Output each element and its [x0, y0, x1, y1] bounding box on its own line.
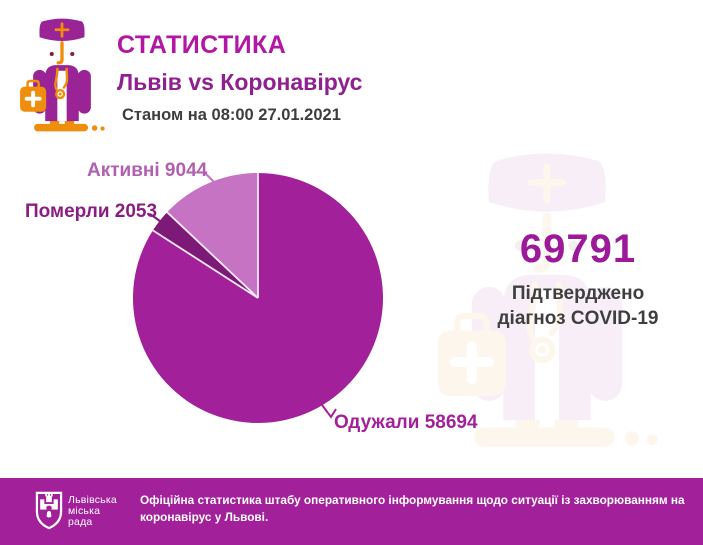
pie-slice-deaths — [152, 212, 258, 298]
page-subtitle: Львів vs Коронавірус — [117, 69, 363, 95]
page-title: СТАТИСТИКА — [117, 31, 287, 59]
doctor-icon — [14, 13, 110, 136]
confirmed-caption-line1: Підтверджено — [511, 283, 645, 304]
footer-disclaimer-line2: коронавірус у Львові. — [140, 510, 269, 524]
pie-label-active: Активні 9044 — [87, 160, 208, 181]
lviv-coat-of-arms-icon — [35, 491, 63, 530]
org-name-line1: Львівська — [68, 494, 117, 506]
confirmed-caption-line2: діагноз COVID-19 — [497, 308, 659, 330]
pie-slice-separator — [152, 229, 259, 299]
org-name-line3: рада — [68, 515, 93, 528]
footer-disclaimer-line1: Офіційна статистика штабу оперативного і… — [140, 493, 685, 507]
pie-label-deaths: Померли 2053 — [25, 201, 158, 222]
pie-slice-separator — [166, 211, 259, 299]
as-of-timestamp: Станом на 08:00 27.01.2021 — [122, 106, 341, 124]
pie-label-recovered: Одужали 58694 — [334, 412, 478, 433]
org-name-line2: міська — [68, 504, 101, 517]
pie-chart — [132, 173, 383, 423]
pie-slice-active — [167, 173, 258, 298]
confirmed-caption: Підтверджено діагноз COVID-19 — [458, 281, 698, 331]
confirmed-total: 69791 — [519, 227, 637, 271]
confirmed-block: 69791 Підтверджено діагноз COVID-19 — [458, 227, 698, 331]
header: СТАТИСТИКА Львів vs Коронавірус Станом н… — [117, 31, 362, 125]
org-name: Львівська міська рада — [68, 495, 117, 527]
footer-disclaimer: Офіційна статистика штабу оперативного і… — [140, 492, 685, 526]
footer-bar: Львівська міська рада Офіційна статистик… — [0, 478, 703, 545]
